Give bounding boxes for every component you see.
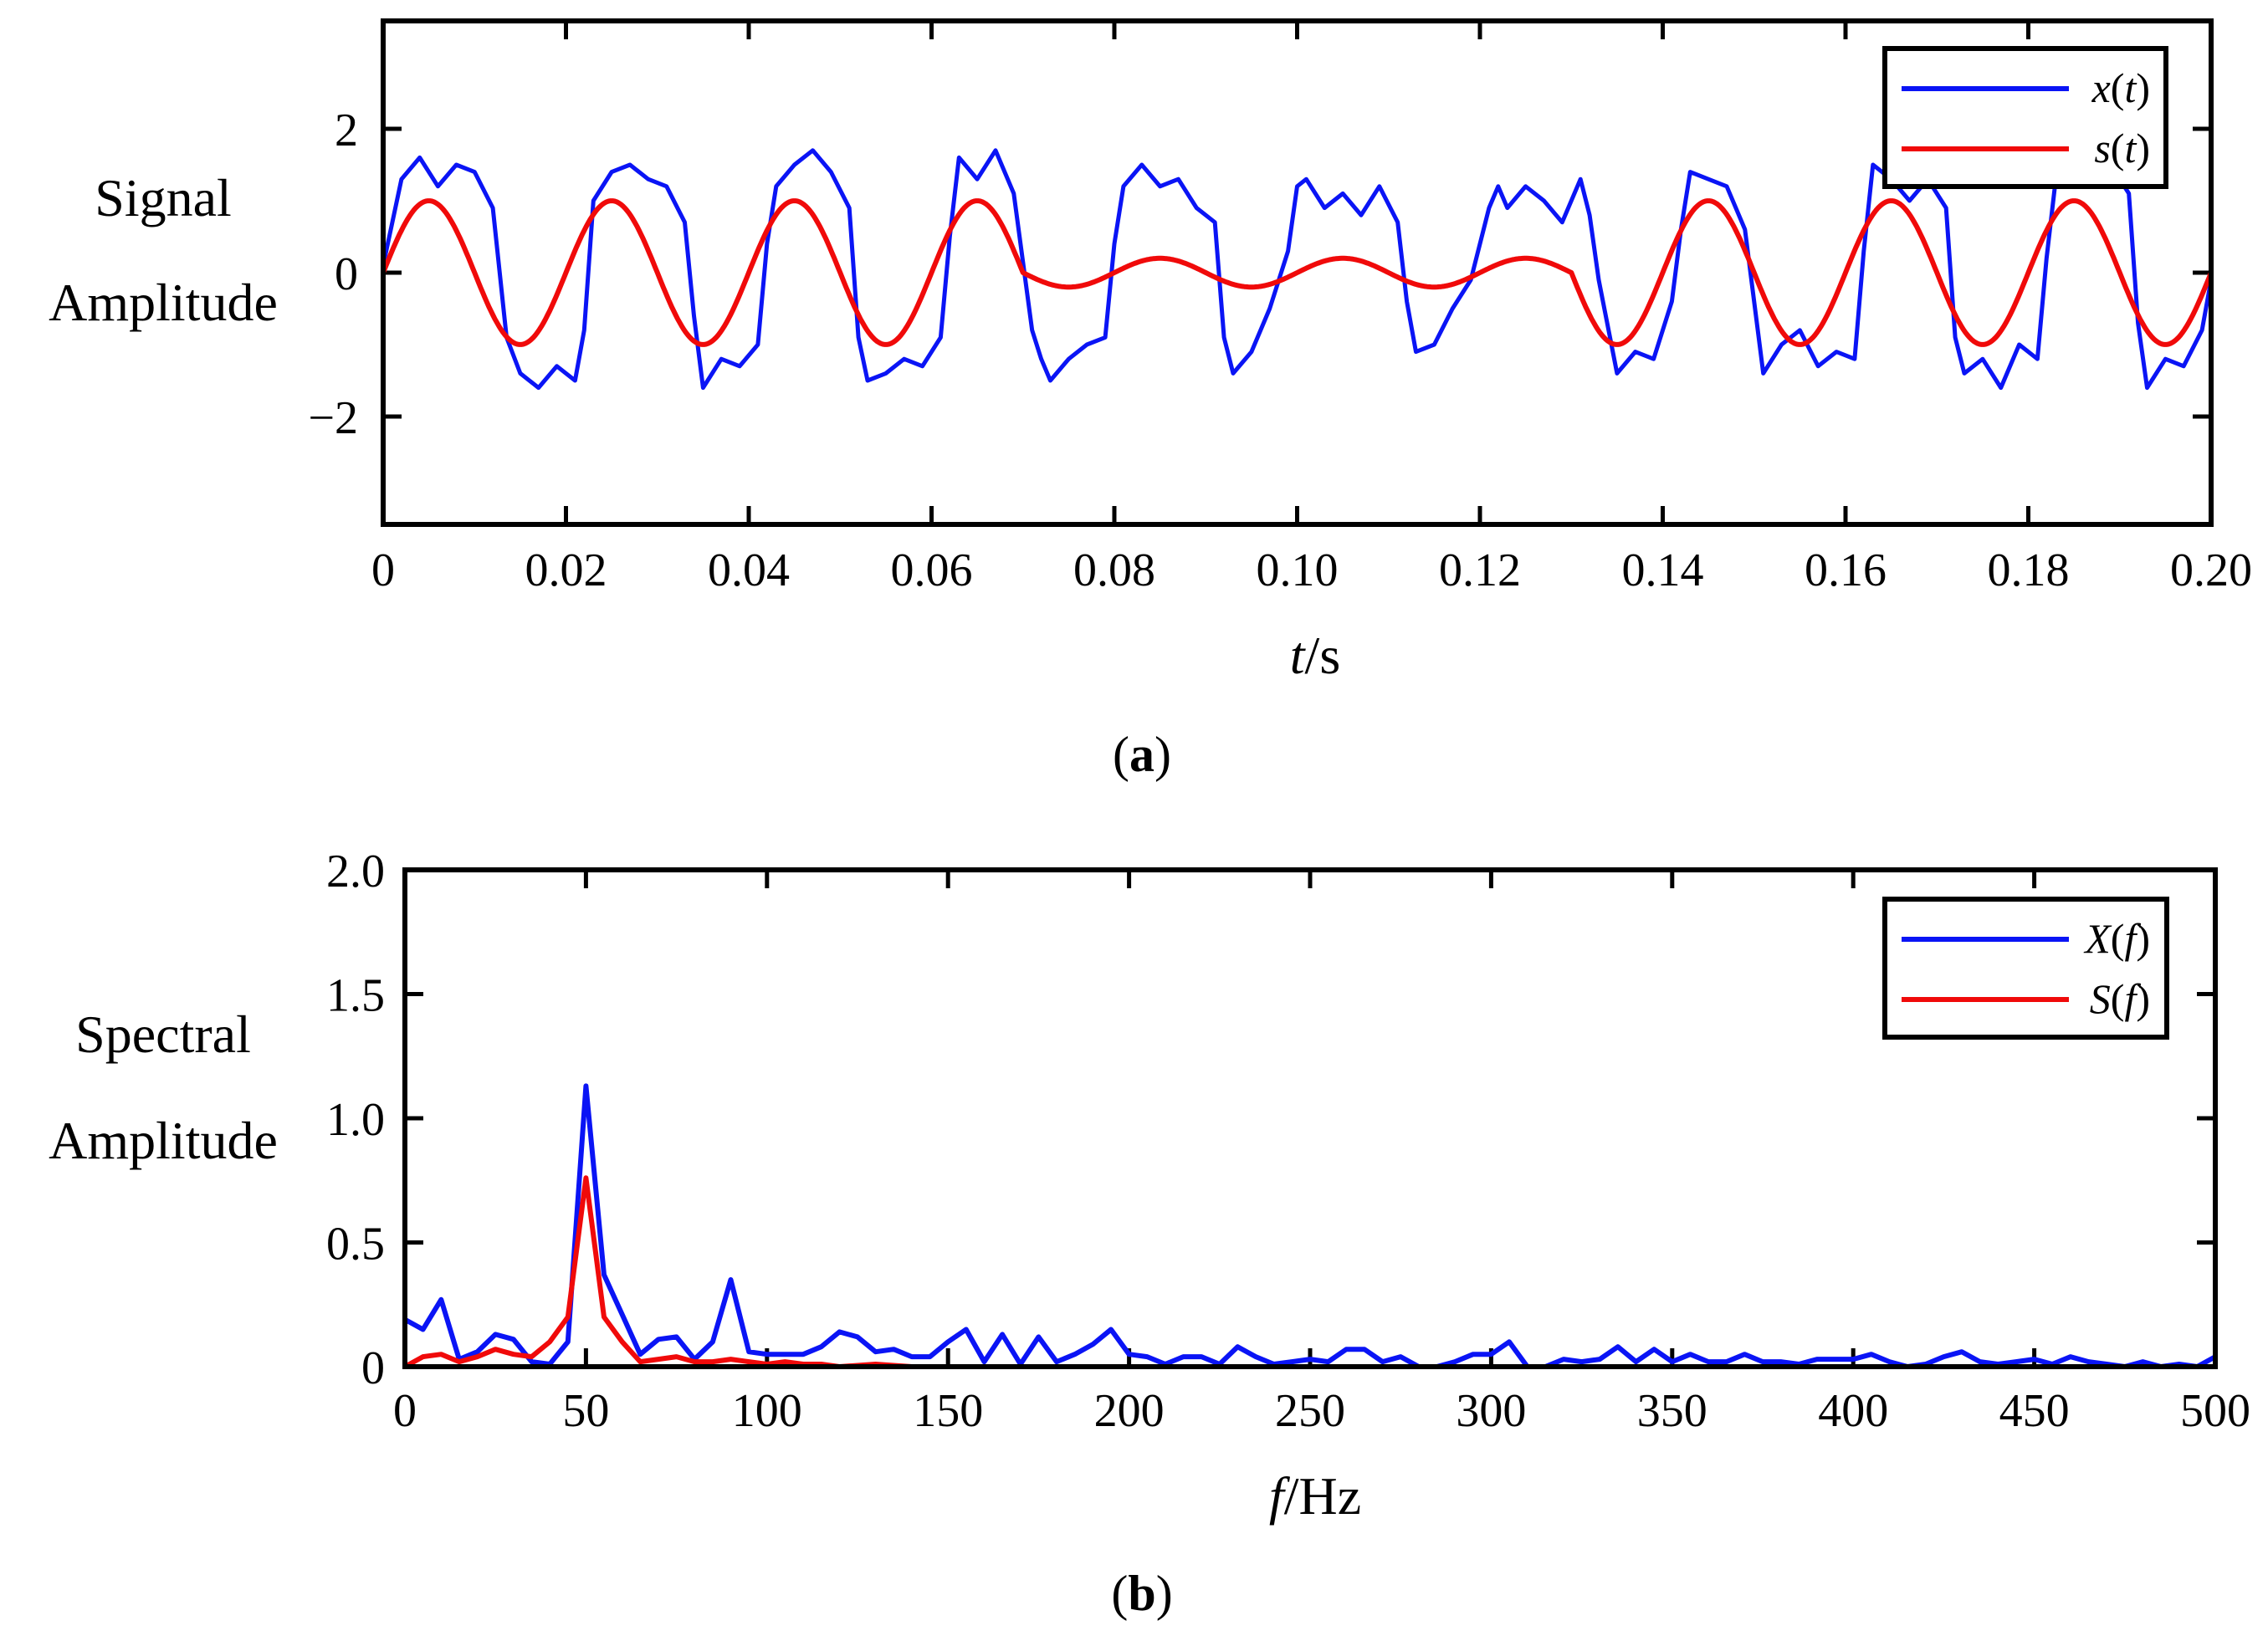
series-line-xt [383,148,2211,391]
panel-b-plot-area [405,1083,2215,1367]
legend-label-X-f-var: X [2083,915,2112,962]
y-tick-label: 1.0 [326,1094,385,1146]
y-tick-label: 0 [335,248,358,300]
x-tick-label: 0.18 [1988,544,2070,596]
panel-b-caption-letter: b [1128,1566,1155,1621]
y-tick-label: 2.0 [326,846,385,897]
panel-a-xlabel-unit: /s [1305,626,1341,685]
panel-b-ylabel-line1: Spectral [75,1005,251,1064]
series-line-st [383,198,2211,347]
y-tick-label: 0.5 [326,1219,385,1270]
x-tick-label: 350 [1637,1385,1707,1437]
x-tick-label: 0.20 [2170,544,2252,596]
x-tick-label: 0.08 [1073,544,1155,596]
x-tick-label: 450 [1999,1385,2070,1437]
legend-label-s-t: s(t) [2094,125,2150,171]
x-tick-label: 0.14 [1622,544,1704,596]
panel-b-caption: (b) [1111,1566,1172,1621]
x-tick-label: 200 [1094,1385,1165,1437]
x-tick-label: 300 [1456,1385,1526,1437]
x-tick-label: 400 [1818,1385,1888,1437]
x-tick-label: 0 [393,1385,417,1437]
x-tick-label: 0.16 [1805,544,1887,596]
y-tick-label: −2 [308,392,358,444]
legend-label-S-f-var: S [2090,975,2111,1022]
panel-b-ylabel-line2: Amplitude [49,1111,278,1170]
panel-a-ylabel-line1: Signal [95,168,232,228]
x-tick-label: 0.12 [1439,544,1521,596]
x-tick-label: 0.10 [1257,544,1339,596]
panel-a-caption: (a) [1113,727,1171,782]
x-tick-label: 0 [371,544,395,596]
x-tick-label: 0.04 [708,544,790,596]
panel-a-caption-letter: a [1129,727,1154,782]
panel-a-plot-area [383,148,2211,391]
legend-label-x-t: x(t) [2091,64,2150,111]
panel-b-legend: X(f) S(f) [1882,897,2169,1040]
y-tick-label: 1.5 [326,970,385,1022]
x-tick-label: 500 [2180,1385,2250,1437]
x-tick-label: 50 [562,1385,609,1437]
panel-b-xlabel: f/Hz [1269,1466,1361,1526]
panel-a-xlabel-var: t [1290,626,1307,685]
x-tick-label: 100 [732,1385,802,1437]
x-tick-label: 0.06 [891,544,973,596]
series-line-Sf [405,1175,2215,1367]
legend-label-x-t-var: x [2091,64,2111,111]
panel-a-axes-frame [381,18,2214,527]
legend-label-s-t-var: s [2094,125,2110,171]
panel-a-legend-box [1882,46,2168,189]
y-tick-label: 2 [335,105,358,156]
x-tick-label: 0.02 [525,544,607,596]
legend-label-S-f: S(f) [2090,975,2150,1022]
legend-label-x-t-arg: t [2124,64,2137,111]
panel-a-legend: x(t) s(t) [1882,46,2168,189]
legend-label-s-t-arg: t [2124,125,2137,171]
legend-label-X-f: X(f) [2083,915,2150,962]
panel-a: Signal Amplitude 0 0.02 0.04 0.06 0.08 0.10 0.… [49,18,2252,782]
panel-b-legend-box [1882,897,2169,1040]
series-line-Xf [405,1083,2215,1367]
legend-label-S-f-arg: f [2124,975,2141,1022]
x-tick-label: 250 [1275,1385,1345,1437]
panel-a-ylabel-line2: Amplitude [49,273,278,332]
y-tick-label: 0 [361,1342,385,1394]
panel-a-ticks: 0 0.02 0.04 0.06 0.08 0.10 0.12 0.14 0.16 0.18 0.2… [308,21,2252,596]
panel-a-xlabel: t/s [1290,626,1340,685]
x-tick-label: 150 [913,1385,983,1437]
panel-b-xlabel-unit: /Hz [1284,1466,1361,1526]
panel-b: Spectral Amplitude 0 50 100 150 200 250 300 350… [49,846,2250,1621]
panel-b-axes-frame [402,867,2218,1369]
legend-label-X-f-arg: f [2124,915,2141,962]
